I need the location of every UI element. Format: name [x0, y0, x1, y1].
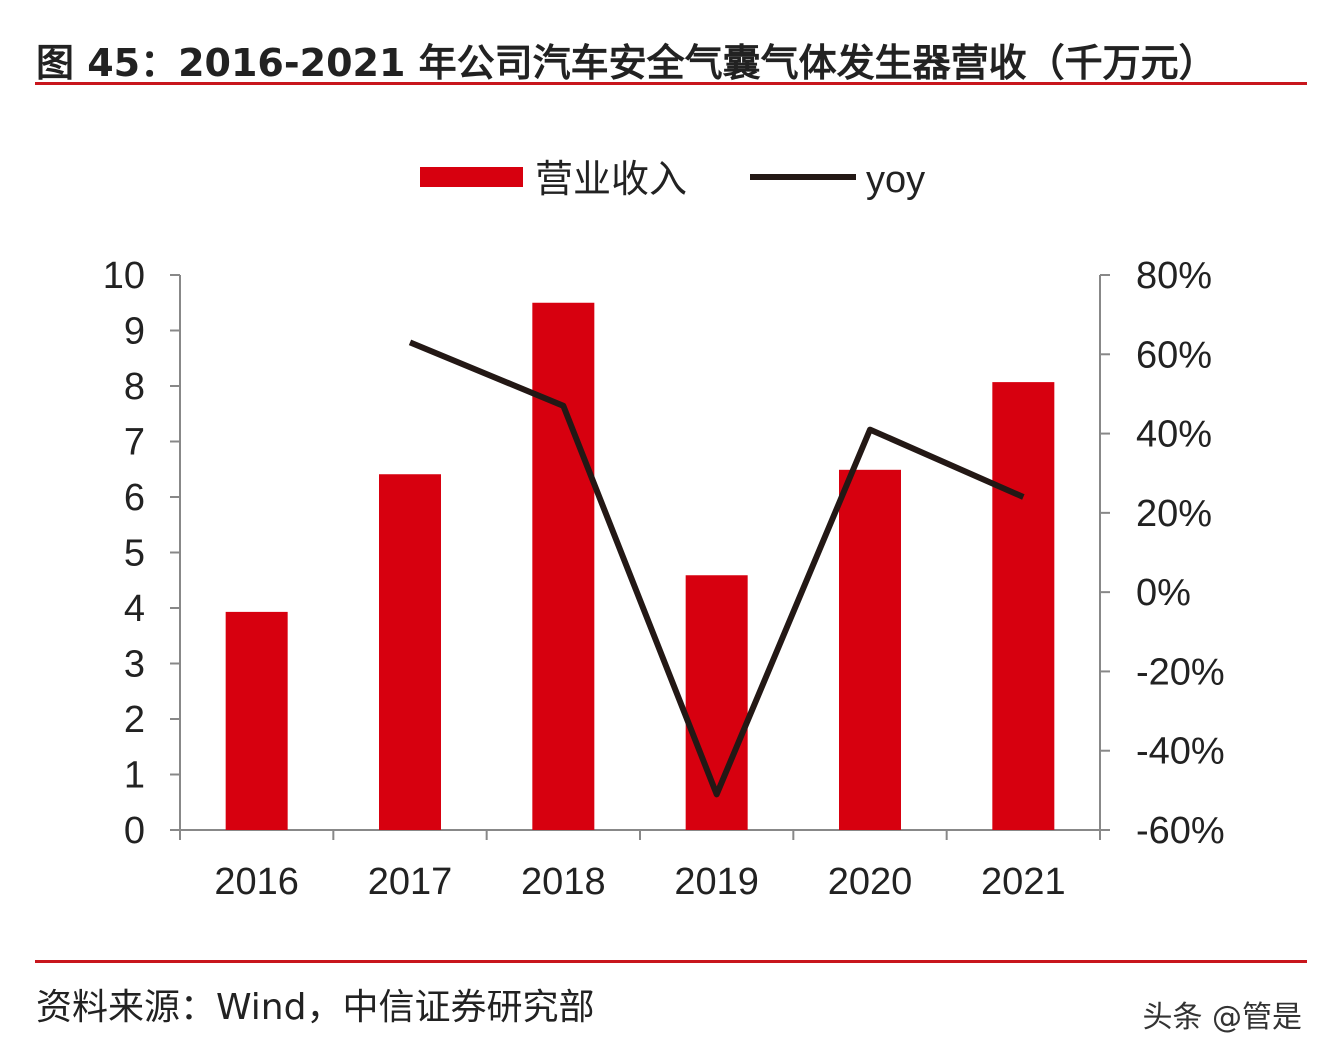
legend: 营业收入 yoy — [420, 159, 925, 201]
right-tick-label: 80% — [1136, 255, 1212, 297]
left-tick-label: 8 — [124, 366, 145, 408]
right-tick-label: -20% — [1136, 651, 1225, 693]
left-tick-label: 10 — [103, 255, 145, 297]
chart-title: 图 45：2016-2021 年公司汽车安全气囊气体发生器营收（千万元） — [36, 41, 1217, 85]
right-tick-label: 40% — [1136, 414, 1212, 456]
left-tick-label: 6 — [124, 477, 145, 519]
chart: 营业收入 yoy 0 1 2 3 4 5 6 7 8 9 10 -60% -40% -20% 0% 20% 40… — [103, 159, 1225, 903]
bar-2018 — [532, 302, 595, 830]
legend-label-yoy: yoy — [866, 159, 925, 201]
title-rule — [35, 82, 1307, 85]
x-tick-label: 2017 — [368, 861, 453, 903]
x-tick-label: 2019 — [674, 861, 759, 903]
legend-swatch-revenue — [420, 167, 523, 187]
watermark: 头条 @管是 — [1142, 1000, 1302, 1035]
right-tick-label: 20% — [1136, 493, 1212, 535]
footer-rule — [35, 960, 1307, 963]
source-note: 资料来源：Wind，中信证券研究部 — [36, 987, 595, 1028]
x-tick-label: 2016 — [214, 861, 299, 903]
left-tick-label: 7 — [124, 422, 145, 464]
yoy-line — [408, 339, 1025, 798]
legend-label-revenue: 营业收入 — [535, 159, 687, 201]
x-tick-label: 2020 — [828, 861, 913, 903]
bar-2021 — [992, 382, 1055, 830]
left-tick-label: 4 — [124, 588, 145, 630]
right-tick-label: -40% — [1136, 731, 1225, 773]
bar-2017 — [379, 474, 441, 830]
left-tick-label: 1 — [124, 755, 145, 797]
x-tick-label: 2021 — [981, 861, 1066, 903]
left-tick-label: 5 — [124, 533, 145, 575]
right-tick-label: 0% — [1136, 572, 1191, 614]
bar-2016 — [225, 611, 288, 830]
x-tick-label: 2018 — [521, 861, 606, 903]
left-tick-label: 0 — [124, 810, 145, 852]
left-tick-label: 9 — [124, 311, 145, 353]
right-tick-label: 60% — [1136, 334, 1212, 376]
right-tick-label: -60% — [1136, 810, 1225, 852]
left-tick-label: 2 — [124, 699, 145, 741]
bar-2020 — [839, 469, 901, 830]
left-tick-label: 3 — [124, 644, 145, 686]
